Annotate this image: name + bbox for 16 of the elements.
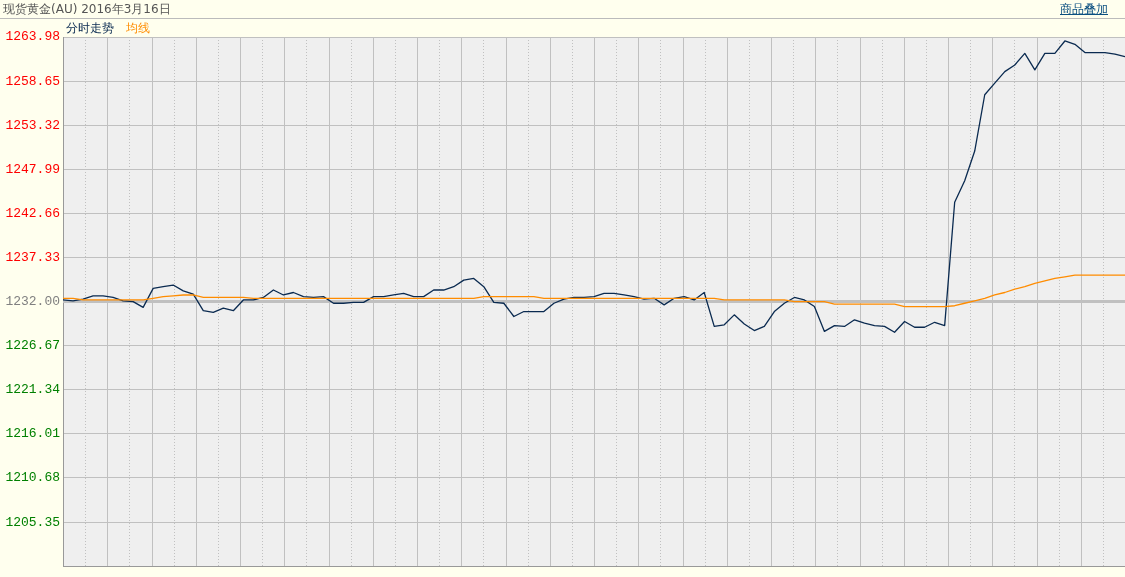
y-tick-label: 1226.67: [5, 338, 60, 354]
y-tick-label: 1237.33: [5, 249, 60, 265]
y-tick-label: 1253.32: [5, 117, 60, 133]
y-tick-label: 1216.01: [5, 426, 61, 442]
y-tick-label: 1263.98: [5, 29, 60, 45]
y-tick-label: 1205.35: [5, 514, 60, 530]
y-tick-label: 1242.66: [5, 205, 60, 221]
y-tick-label: 1210.68: [5, 470, 60, 486]
text: 分时走势: [66, 21, 114, 35]
y-tick-label: 1258.65: [5, 73, 60, 89]
text: 均线: [126, 21, 150, 35]
y-tick-label: 1221.34: [5, 382, 61, 398]
chart-title: 现货黄金(AU) 2016年3月16日: [3, 1, 171, 18]
y-tick-label: 1232.00: [5, 294, 60, 310]
text: 商品叠加: [1060, 2, 1108, 16]
y-tick-label: 1247.99: [5, 161, 60, 177]
